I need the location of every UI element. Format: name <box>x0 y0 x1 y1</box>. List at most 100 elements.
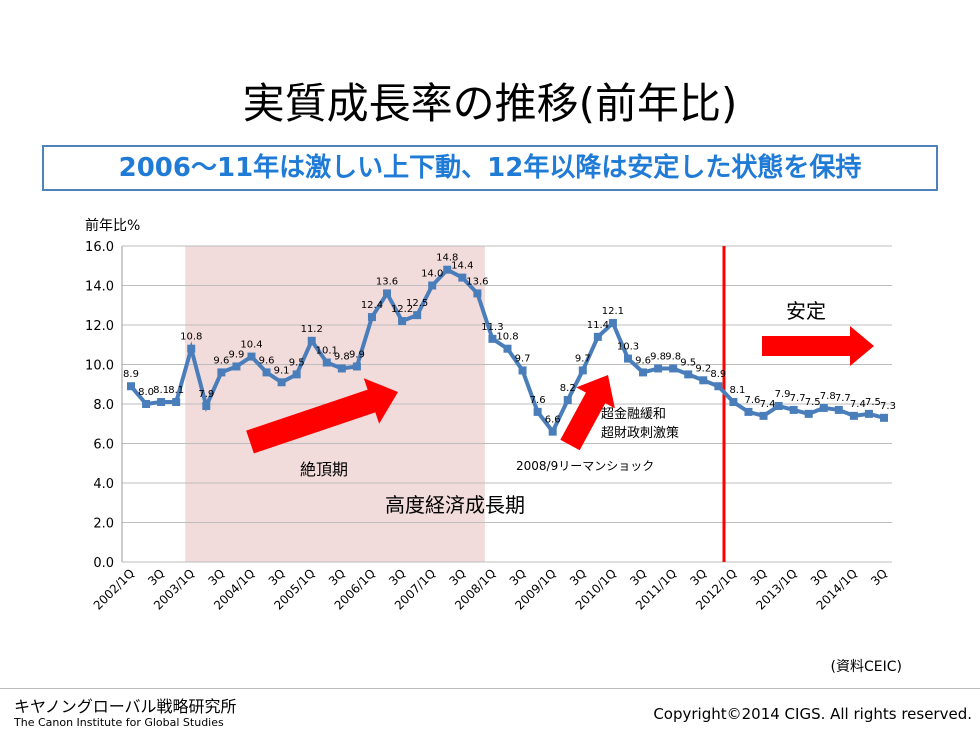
data-point <box>187 344 196 353</box>
data-label: 11.4 <box>587 320 609 331</box>
data-point <box>804 409 813 418</box>
data-point <box>217 368 226 377</box>
data-label: 9.8 <box>650 351 666 362</box>
data-label: 7.3 <box>880 401 896 412</box>
data-label: 14.0 <box>421 269 443 280</box>
data-label: 8.1 <box>729 385 745 396</box>
data-point <box>593 332 602 341</box>
data-label: 12.4 <box>361 300 383 311</box>
x-tick-label: 3Q <box>266 566 288 588</box>
org-name: キヤノングローバル戦略研究所 <box>14 697 237 716</box>
data-label: 8.9 <box>710 369 726 380</box>
data-point <box>202 401 211 410</box>
data-point <box>789 405 798 414</box>
data-label: 8.1 <box>153 385 169 396</box>
data-point <box>172 398 181 407</box>
y-tick-label: 16.0 <box>85 240 114 255</box>
data-label: 8.1 <box>168 385 184 396</box>
data-point <box>262 368 271 377</box>
data-label: 9.5 <box>289 357 305 368</box>
data-point <box>834 405 843 414</box>
data-label: 11.2 <box>301 324 323 335</box>
y-axis-label: 前年比% <box>85 217 140 234</box>
data-label: 10.1 <box>316 346 338 357</box>
data-label: 9.6 <box>259 355 275 366</box>
data-label: 7.5 <box>865 397 881 408</box>
x-tick-label: 3Q <box>507 566 529 588</box>
data-point <box>774 401 783 410</box>
y-tick-label: 8.0 <box>93 398 114 413</box>
data-point <box>292 370 301 379</box>
x-tick-label: 3Q <box>627 566 649 588</box>
data-point <box>759 411 768 420</box>
data-label: 10.8 <box>496 332 518 343</box>
data-point <box>322 358 331 367</box>
data-label: 6.6 <box>545 415 561 426</box>
data-point <box>367 313 376 322</box>
data-label: 7.9 <box>775 389 791 400</box>
data-label: 13.6 <box>376 276 398 287</box>
data-label: 7.9 <box>198 389 214 400</box>
data-point <box>639 368 648 377</box>
data-point <box>548 427 557 436</box>
data-point <box>473 289 482 298</box>
growth-chart: 0.0 2.0 4.0 6.0 8.0 10.0 12.0 14.0 16.0 前年比% 2002/… <box>85 217 896 613</box>
data-point <box>518 366 527 375</box>
data-label: 9.8 <box>665 351 681 362</box>
data-label: 7.6 <box>530 395 546 406</box>
annotation-stable: 安定 <box>786 299 826 323</box>
annotation-high-growth: 高度経済成長期 <box>385 493 525 517</box>
data-point <box>669 364 678 373</box>
x-tick-label: 3Q <box>145 566 167 588</box>
data-label: 7.6 <box>745 395 761 406</box>
data-label: 9.9 <box>349 349 365 360</box>
x-tick-label: 3Q <box>567 566 589 588</box>
data-label: 13.6 <box>466 276 488 287</box>
data-point <box>654 364 663 373</box>
y-tick-label: 6.0 <box>93 438 114 453</box>
data-point <box>608 319 617 328</box>
annotation-lehman: 2008/9リーマンショック <box>516 459 654 473</box>
data-label: 7.8 <box>820 391 836 402</box>
data-label: 8.2 <box>560 383 576 394</box>
y-tick-label: 0.0 <box>93 556 114 571</box>
x-tick-label: 3Q <box>687 566 709 588</box>
x-tick-label: 3Q <box>326 566 348 588</box>
data-point <box>623 354 632 363</box>
data-label: 7.5 <box>805 397 821 408</box>
data-label: 14.4 <box>451 261 473 272</box>
y-tick-label: 10.0 <box>85 359 114 374</box>
x-tick-label: 3Q <box>808 566 830 588</box>
data-point <box>232 362 241 371</box>
x-tick-label: 3Q <box>386 566 408 588</box>
y-tick-label: 14.0 <box>85 280 114 295</box>
slide-title: 実質成長率の推移(前年比) <box>242 79 738 128</box>
subtitle-box: 2006〜11年は激しい上下動、12年以降は安定した状態を保持 <box>42 145 938 191</box>
data-point <box>337 364 346 373</box>
data-label: 12.1 <box>602 306 624 317</box>
data-point <box>744 407 753 416</box>
data-label: 8.0 <box>138 387 154 398</box>
data-point <box>428 281 437 290</box>
data-point <box>247 352 256 361</box>
data-point <box>458 273 467 282</box>
data-label: 7.7 <box>790 393 806 404</box>
x-tick-label: 3Q <box>205 566 227 588</box>
data-label: 9.8 <box>334 351 350 362</box>
data-label: 9.1 <box>274 365 290 376</box>
data-point <box>127 382 135 391</box>
data-point <box>398 317 407 326</box>
data-label: 9.9 <box>228 349 244 360</box>
data-point <box>819 403 828 412</box>
x-tick-label: 2002/1Q <box>91 566 137 612</box>
data-point <box>142 400 151 408</box>
annotation-stimulus-1: 超金融緩和 <box>601 406 666 422</box>
data-label: 7.4 <box>760 399 776 410</box>
data-point <box>157 398 166 407</box>
stimulus-arrow-icon <box>560 375 615 451</box>
data-label: 9.7 <box>575 353 591 364</box>
org-name-en: The Canon Institute for Global Studies <box>14 716 224 729</box>
footer-divider <box>0 688 980 689</box>
data-point <box>714 382 723 391</box>
